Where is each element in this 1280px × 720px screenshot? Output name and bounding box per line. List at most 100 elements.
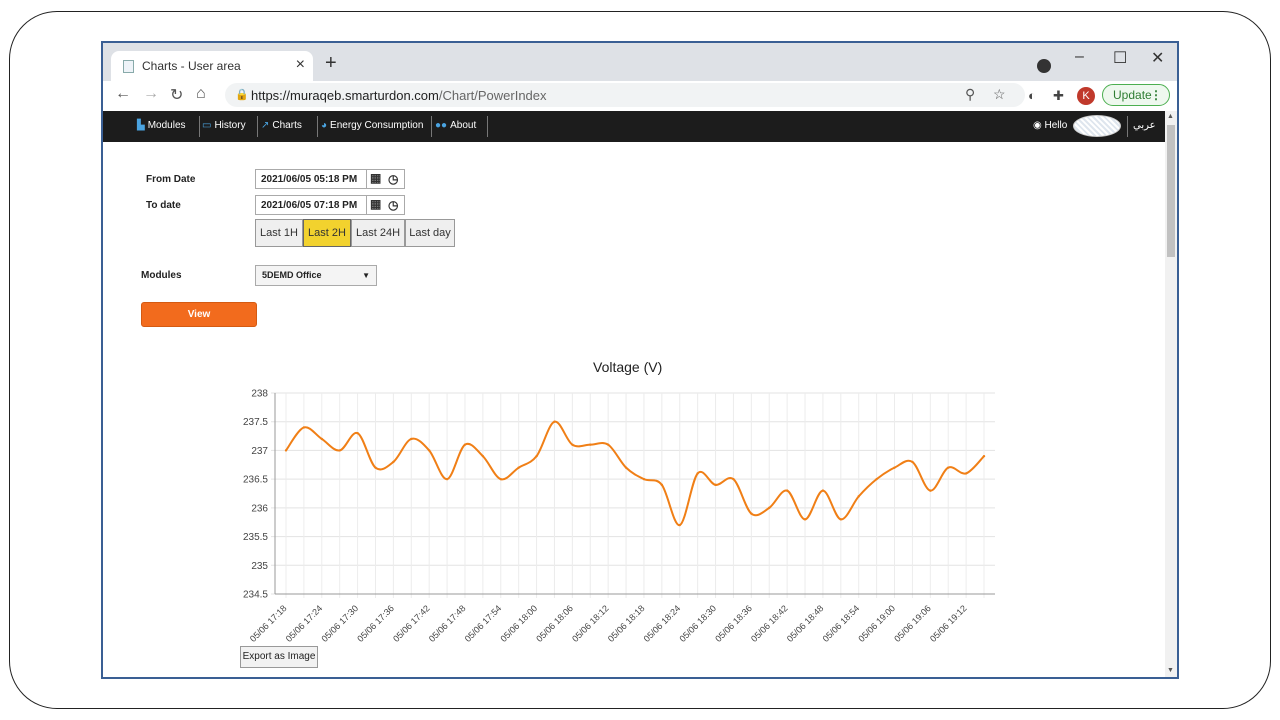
- new-tab-icon[interactable]: +: [325, 52, 337, 74]
- nav-label: Modules: [147, 120, 186, 131]
- omnibox[interactable]: 🔒 https://muraqeb.smarturdon.com/Chart/P…: [225, 83, 1025, 107]
- nav-item-history[interactable]: ▭ History: [202, 120, 246, 131]
- to-date-label: To date: [146, 200, 181, 211]
- from-date-input[interactable]: 2021/06/05 05:18 PM ▦ ◷: [255, 169, 405, 189]
- data-point: [481, 454, 485, 458]
- forward-icon[interactable]: →: [143, 85, 159, 102]
- view-button[interactable]: View: [141, 302, 257, 327]
- range-last-day-button[interactable]: Last day: [405, 219, 455, 247]
- chevron-down-icon: ▼: [362, 271, 370, 280]
- x-tick-label: 05/06 17:18: [248, 603, 289, 643]
- data-point: [929, 489, 932, 492]
- data-point: [785, 489, 789, 492]
- nav-divider: [317, 116, 318, 137]
- nav-item-about[interactable]: ●● About: [435, 120, 476, 131]
- user-circle-icon: ◉: [1033, 120, 1042, 131]
- clock-icon[interactable]: ◷: [388, 198, 399, 212]
- bookmark-star-icon[interactable]: ☆: [993, 86, 1006, 102]
- calendar-icon[interactable]: ▦: [370, 197, 382, 211]
- site-navbar: ▙ Modules ▭ History ↗ Charts ◕ Energy Consum…: [103, 111, 1165, 142]
- hello-label: Hello: [1044, 120, 1068, 131]
- y-tick-label: 235.5: [243, 532, 268, 543]
- x-tick-label: 05/06 17:24: [284, 603, 325, 643]
- scroll-up-icon[interactable]: ▲: [1167, 113, 1174, 120]
- chart-title: Voltage (V): [593, 359, 663, 375]
- data-point: [427, 449, 431, 452]
- data-point: [732, 477, 735, 481]
- data-point: [642, 477, 646, 481]
- history-icon: ▭: [202, 120, 212, 131]
- tab-close-icon[interactable]: ×: [295, 56, 305, 73]
- y-tick-label: 236: [251, 503, 268, 514]
- data-point: [803, 518, 807, 521]
- nav-item-modules[interactable]: ▙ Modules: [137, 120, 186, 131]
- pie-chart-icon: ◕: [321, 120, 328, 131]
- x-tick-label: 05/06 17:36: [355, 603, 396, 643]
- module-select[interactable]: 5DEMD Office ▼: [255, 265, 377, 286]
- nav-divider: [487, 116, 488, 137]
- data-point: [821, 489, 825, 492]
- data-point: [857, 495, 860, 498]
- data-point: [964, 472, 968, 475]
- voltage-line-chart: 238 237.5 237 236.5 236 235.5 235 234.5 05/06 17…: [243, 389, 995, 643]
- nav-item-energy-consumption[interactable]: ◕ Energy Consumption: [321, 120, 423, 131]
- zoom-icon[interactable]: ⚲: [965, 86, 976, 102]
- back-icon[interactable]: ←: [115, 85, 131, 102]
- language-switch[interactable]: عربي: [1133, 120, 1156, 131]
- url-path: /Chart/PowerIndex: [438, 88, 547, 103]
- data-point: [982, 454, 986, 458]
- data-point: [499, 477, 502, 481]
- x-tick-label: 05/06 18:54: [821, 603, 862, 643]
- profile-avatar[interactable]: K: [1077, 87, 1095, 105]
- export-as-image-button[interactable]: Export as Image: [240, 646, 318, 668]
- data-point: [893, 466, 896, 469]
- data-point: [875, 477, 878, 481]
- x-tick-label: 05/06 18:00: [498, 603, 539, 643]
- nav-item-charts[interactable]: ↗ Charts: [261, 120, 302, 131]
- extension-circle-icon[interactable]: ◐: [1028, 88, 1036, 103]
- x-tick-label: 05/06 17:48: [427, 603, 468, 643]
- nav-label: About: [450, 120, 477, 131]
- y-tick-label: 237: [251, 446, 268, 457]
- range-last-1h-button[interactable]: Last 1H: [255, 219, 303, 247]
- nav-label: Energy Consumption: [330, 120, 424, 131]
- minimize-icon[interactable]: –: [1075, 48, 1084, 65]
- extensions-puzzle-icon[interactable]: ✚: [1053, 88, 1064, 103]
- clock-icon[interactable]: ◷: [388, 172, 399, 186]
- input-divider: [366, 196, 367, 214]
- browser-tab[interactable]: Charts - User area ×: [111, 51, 313, 81]
- to-date-input[interactable]: 2021/06/05 07:18 PM ▦ ◷: [255, 195, 405, 215]
- maximize-icon[interactable]: ☐: [1113, 50, 1128, 67]
- data-point: [696, 472, 699, 475]
- range-last-24h-button[interactable]: Last 24H: [351, 219, 405, 247]
- lock-icon[interactable]: 🔒: [235, 89, 249, 101]
- calendar-icon[interactable]: ▦: [370, 171, 382, 185]
- x-tick-label: 05/06 17:42: [391, 603, 432, 643]
- range-last-2h-button[interactable]: Last 2H: [303, 219, 351, 247]
- update-label: Update: [1113, 88, 1152, 102]
- reload-icon[interactable]: ↻: [170, 87, 184, 104]
- tab-search-icon[interactable]: [1037, 59, 1051, 73]
- x-tick-label: 05/06 18:12: [570, 603, 611, 643]
- home-icon[interactable]: ⌂: [196, 85, 206, 102]
- x-tick-label: 05/06 18:30: [677, 603, 718, 643]
- vertical-scrollbar[interactable]: ▲ ▼: [1165, 111, 1177, 677]
- more-menu-icon[interactable]: ⋮: [1150, 88, 1162, 102]
- nav-divider: [257, 116, 258, 137]
- data-point: [338, 449, 341, 452]
- x-tick-label: 05/06 17:30: [319, 603, 360, 643]
- close-window-icon[interactable]: ✕: [1151, 50, 1165, 67]
- x-tick-label: 05/06 18:24: [642, 603, 683, 643]
- scrollbar-thumb[interactable]: [1167, 125, 1175, 257]
- x-tick-label: 05/06 18:36: [713, 603, 754, 643]
- update-button[interactable]: Update ⋮: [1102, 84, 1170, 106]
- hello-greeting[interactable]: ◉ Hello: [1033, 120, 1067, 131]
- data-point: [624, 466, 628, 469]
- y-tick-label: 235: [251, 561, 268, 572]
- x-tick-label: 05/06 18:42: [749, 603, 790, 643]
- nav-label: History: [214, 120, 246, 131]
- scroll-down-icon[interactable]: ▼: [1167, 667, 1174, 674]
- module-selected-value: 5DEMD Office: [262, 270, 322, 280]
- input-divider: [366, 170, 367, 188]
- data-point: [374, 466, 377, 469]
